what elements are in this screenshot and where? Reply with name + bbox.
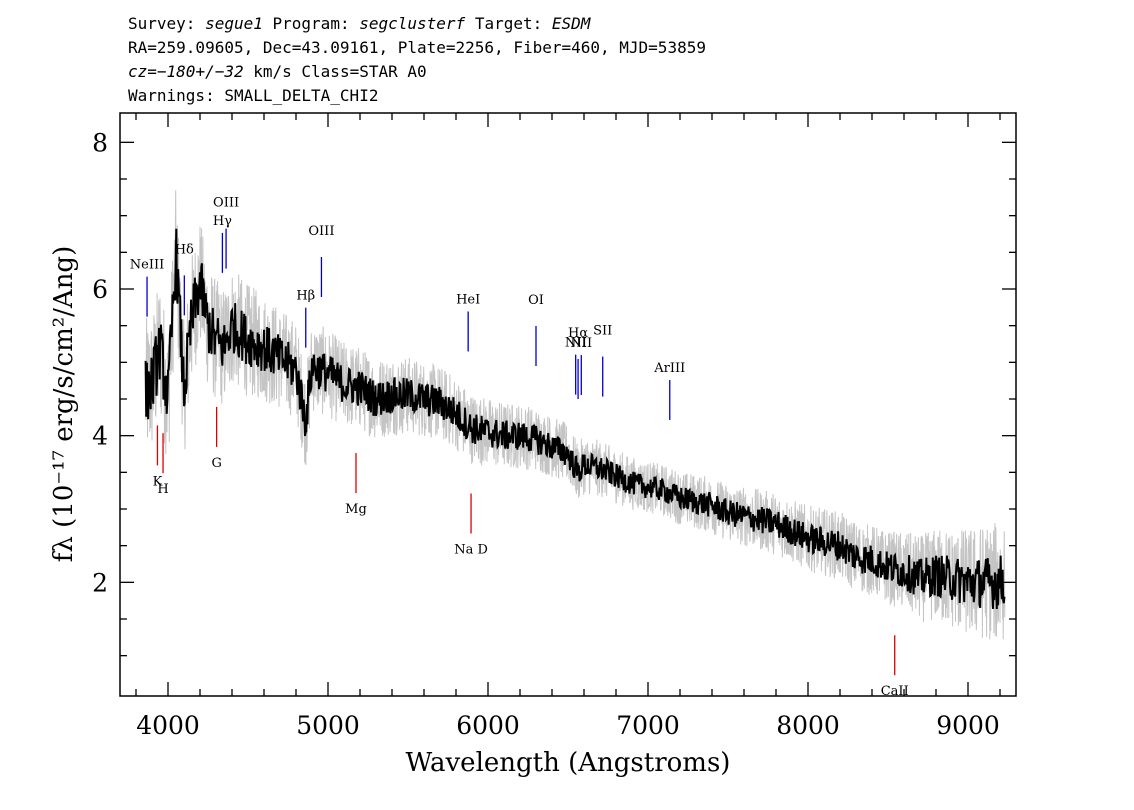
y-tick-label: 8	[92, 128, 108, 157]
x-tick-label: 5000	[296, 711, 360, 740]
spectrum-header: Survey: segue1 Program: segclusterf Targ…	[128, 12, 706, 108]
cz-value: −180+/−32	[156, 62, 244, 81]
x-tick-label: 6000	[456, 711, 520, 740]
y-tick-label: 2	[92, 568, 108, 597]
line-label: SII	[593, 324, 612, 339]
x-tick-label: 9000	[936, 711, 1000, 740]
line-label: Mg	[345, 502, 367, 517]
class-text: km/s Class=STAR A0	[243, 62, 427, 81]
program-value: segclusterf	[359, 14, 466, 33]
y-tick-label: 4	[92, 422, 108, 451]
line-label: Hα	[568, 326, 588, 341]
target-value: ESDM	[551, 14, 591, 33]
survey-value: segue1	[205, 14, 263, 33]
x-tick-label: 7000	[616, 711, 680, 740]
survey-label: Survey:	[128, 14, 196, 33]
line-label: NII	[570, 336, 592, 351]
x-tick-label: 4000	[136, 711, 200, 740]
line-label: G	[211, 456, 221, 471]
line-label: Hδ	[175, 242, 194, 257]
line-label: NeIII	[130, 258, 164, 273]
y-tick-label: 6	[92, 275, 108, 304]
line-label: Hγ	[213, 214, 232, 229]
line-label: K	[153, 474, 163, 489]
x-tick-label: 8000	[776, 711, 840, 740]
line-label: ArIII	[653, 361, 685, 376]
header-line-coordinates: RA=259.09605, Dec=43.09161, Plate=2256, …	[128, 38, 706, 57]
line-label: OIII	[308, 224, 334, 239]
line-label: H	[157, 482, 168, 497]
axis-tick-labels: 4000 5000 6000 7000 8000 9000 2 4 6 8	[92, 128, 1000, 740]
line-label: OIII	[213, 196, 239, 211]
target-label: Target:	[474, 14, 543, 33]
line-label: Na D	[454, 542, 488, 557]
line-label: NII	[565, 336, 587, 351]
plot-frame	[119, 112, 1017, 697]
header-line-redshift: cz=−180+/−32 km/s Class=STAR A0	[128, 60, 706, 84]
line-label: Hβ	[296, 289, 315, 304]
line-label: OI	[528, 293, 544, 308]
axis-ticks	[120, 113, 1016, 696]
header-line-warnings: Warnings: SMALL_DELTA_CHI2	[128, 86, 379, 105]
line-label: HeI	[456, 292, 480, 307]
y-axis-title: fλ (10⁻¹⁷ erg/s/cm²/Ang)	[49, 246, 79, 562]
header-line-survey: Survey: segue1 Program: segclusterf Targ…	[128, 12, 706, 36]
x-axis-title: Wavelength (Angstroms)	[406, 748, 731, 778]
cz-label: cz=	[128, 62, 157, 81]
flux-line	[144, 228, 1006, 610]
program-label: Program:	[272, 14, 350, 33]
flux-series-layer	[144, 228, 1006, 610]
